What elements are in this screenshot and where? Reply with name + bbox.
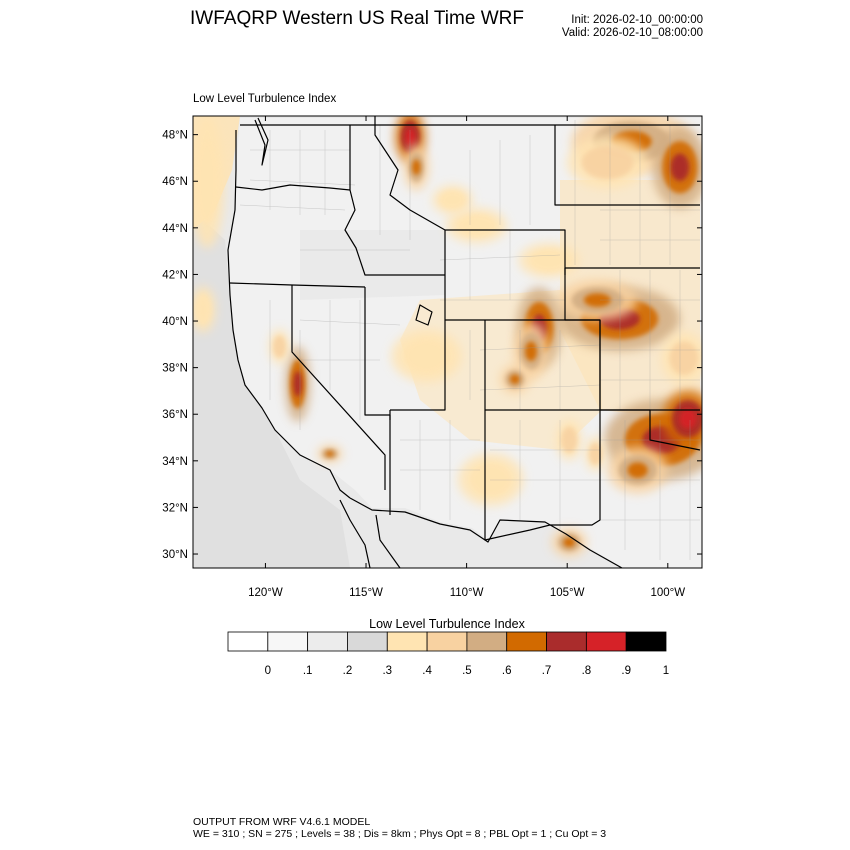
colorbar-swatch — [386, 631, 428, 652]
hotspot-ring — [561, 426, 578, 453]
map-plot-area — [193, 116, 702, 568]
great-salt-lake — [415, 304, 433, 326]
hotspot-core — [583, 293, 611, 307]
valid-time: Valid: 2026-02-10_08:00:00 — [561, 27, 703, 39]
colorbar-swatch — [585, 631, 627, 652]
colorbar-swatch — [426, 631, 468, 652]
longitude-axis: 120°W 115°W 110°W 105°W 100°W — [248, 116, 685, 599]
hotspot-core — [563, 537, 576, 548]
ok-tx-border — [600, 409, 701, 451]
wy-north-border — [445, 229, 566, 275]
latitude-axis: 30°N 32°N 34°N 36°N 38°N 40°N 42°N 44°N 46°N 48°N — [162, 130, 702, 561]
colorbar-title: Low Level Turbulence Index — [369, 617, 525, 631]
hotspot-ring — [669, 341, 699, 376]
hotspot-ring — [273, 335, 286, 358]
colorbar-label: 0 — [265, 665, 271, 677]
az-nm-border — [484, 410, 551, 541]
hotspot-core — [412, 159, 421, 176]
colorbar-label: .5 — [462, 665, 472, 677]
turbulence-hotspots — [193, 116, 702, 557]
lat-tick-label: 32°N — [162, 502, 188, 514]
hotspot-ring — [588, 442, 602, 466]
pacific-coastline — [227, 130, 351, 499]
colorbar-swatch — [307, 631, 348, 652]
colorbar: 0 .1 .2 .3 .4 .5 .6 .7 .8 .9 1 — [227, 631, 669, 677]
colorbar-swatch — [227, 631, 269, 652]
colorbar-swatch — [466, 631, 508, 652]
hotspot-ring — [581, 145, 634, 180]
colorbar-label: .8 — [582, 665, 592, 677]
lon-tick-label: 110°W — [450, 587, 484, 599]
nd-sd-border — [554, 125, 700, 206]
great-basin-shading — [300, 230, 445, 300]
colorbar-label: .4 — [422, 665, 432, 677]
colorbar-swatch — [347, 631, 388, 652]
ca-nv-border — [291, 285, 386, 490]
hotspot-ring — [403, 339, 449, 373]
puget-sound — [254, 117, 269, 166]
hotspot-ring — [529, 249, 569, 272]
init-time: Init: 2026-02-10_00:00:00 — [571, 14, 703, 26]
hotspot-core — [405, 128, 416, 146]
lat-tick-label: 40°N — [162, 316, 188, 328]
baja-coastline — [339, 499, 371, 568]
lat-tick-label: 46°N — [162, 176, 188, 188]
state-borders — [227, 116, 701, 568]
hotspot-ring — [469, 462, 512, 497]
hotspot-core — [325, 450, 335, 457]
hotspot-core — [679, 409, 697, 429]
colorbar-swatch — [625, 631, 667, 652]
colorbar-label: .2 — [343, 665, 353, 677]
hotspot-ring — [195, 294, 212, 325]
lat-tick-label: 42°N — [162, 269, 188, 281]
colorbar-label: .6 — [502, 665, 512, 677]
us-mexico-border — [349, 497, 623, 568]
colorbar-swatch — [546, 631, 587, 652]
lon-tick-label: 105°W — [550, 587, 585, 599]
colorbar-label: .7 — [542, 665, 552, 677]
lon-tick-label: 115°W — [349, 587, 383, 599]
lat-tick-label: 44°N — [162, 223, 188, 235]
map-frame — [192, 115, 703, 569]
hotspot-ring — [457, 214, 496, 237]
lon-tick-label: 120°W — [248, 587, 283, 599]
nm-tx-border — [550, 410, 601, 526]
ne-west-border — [564, 268, 600, 321]
colorbar-label: .9 — [621, 665, 631, 677]
hotspot-core — [525, 341, 537, 362]
chart-title: IWFAQRP Western US Real Time WRF — [190, 8, 524, 29]
lat-tick-label: 38°N — [162, 363, 188, 375]
hotspot-ring — [195, 138, 219, 225]
lon-tick-label: 100°W — [650, 587, 685, 599]
lat-tick-label: 48°N — [162, 130, 188, 142]
colorbar-label: 1 — [663, 665, 669, 677]
hotspot-ring — [439, 190, 466, 210]
hotspot-core — [670, 153, 690, 181]
colorbar-label: .1 — [303, 665, 313, 677]
hotspot-core — [293, 371, 302, 397]
lat-tick-label: 30°N — [162, 549, 188, 561]
ut-south-border — [390, 320, 446, 411]
state-boundary-lines — [227, 116, 701, 568]
colorbar-label: .3 — [382, 665, 392, 677]
footer-options-line: WE = 310 ; SN = 275 ; Levels = 38 ; Dis … — [193, 828, 607, 840]
lat-tick-label: 36°N — [162, 409, 188, 421]
hotspot-core — [627, 462, 648, 478]
idaho-west-border — [344, 125, 445, 276]
colorbar-swatch — [267, 631, 309, 652]
hotspot-core — [509, 374, 520, 385]
ocean-shading — [193, 210, 350, 568]
footer-model-line: OUTPUT FROM WRF V4.6.1 MODEL — [193, 816, 371, 828]
colorbar-swatch — [506, 631, 547, 652]
wa-or-border — [235, 184, 351, 191]
county-lines — [239, 120, 700, 560]
gulf-coastline — [375, 514, 401, 568]
map-field-label: Low Level Turbulence Index — [193, 93, 337, 105]
lat-tick-label: 34°N — [162, 456, 188, 468]
